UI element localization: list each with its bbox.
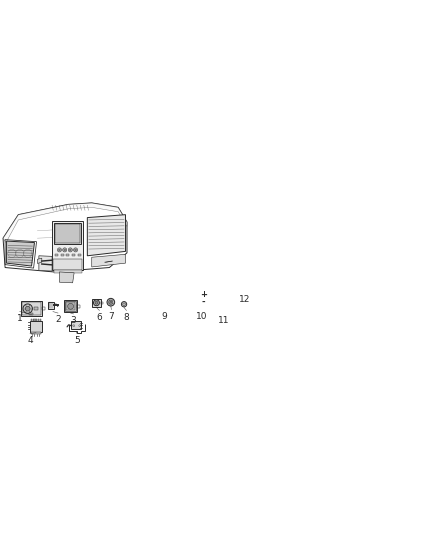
Circle shape <box>59 249 60 251</box>
Bar <box>212 287 215 294</box>
Polygon shape <box>53 270 82 273</box>
Bar <box>208 287 210 289</box>
Circle shape <box>110 301 112 303</box>
Circle shape <box>95 301 98 304</box>
Circle shape <box>63 248 67 252</box>
Bar <box>31 319 32 321</box>
Circle shape <box>23 304 32 313</box>
Bar <box>55 254 58 256</box>
Circle shape <box>157 295 164 302</box>
Text: 4: 4 <box>27 336 33 345</box>
Bar <box>201 299 206 304</box>
Polygon shape <box>92 254 126 267</box>
Circle shape <box>107 298 115 306</box>
Circle shape <box>154 292 167 305</box>
Bar <box>72 254 75 256</box>
Circle shape <box>159 297 162 300</box>
Bar <box>238 280 244 285</box>
Polygon shape <box>37 258 42 263</box>
Bar <box>31 332 41 334</box>
Bar <box>189 290 207 307</box>
Bar <box>71 321 81 329</box>
Text: 2: 2 <box>55 316 61 325</box>
Text: +: + <box>200 290 207 300</box>
Polygon shape <box>53 259 82 270</box>
Circle shape <box>74 248 78 252</box>
Text: 10: 10 <box>196 312 208 321</box>
Polygon shape <box>52 221 83 270</box>
Circle shape <box>109 300 113 304</box>
Text: 9: 9 <box>162 312 167 321</box>
Circle shape <box>25 306 30 311</box>
Bar <box>40 319 41 321</box>
Bar <box>226 287 229 289</box>
Bar <box>38 319 39 321</box>
Bar <box>29 313 33 316</box>
Polygon shape <box>60 272 74 283</box>
Polygon shape <box>7 241 35 266</box>
Circle shape <box>123 303 125 305</box>
Bar <box>152 284 169 310</box>
Bar <box>33 319 34 321</box>
Text: 6: 6 <box>96 313 102 322</box>
Bar <box>217 287 219 289</box>
Bar <box>230 287 234 294</box>
Circle shape <box>68 248 72 252</box>
Bar <box>30 321 42 332</box>
Text: 1: 1 <box>17 314 23 323</box>
Bar <box>21 301 42 316</box>
Bar <box>92 298 101 307</box>
Bar <box>22 302 41 316</box>
Bar <box>152 284 170 310</box>
Circle shape <box>193 296 198 301</box>
Circle shape <box>75 249 77 251</box>
Text: 8: 8 <box>124 313 129 322</box>
Circle shape <box>57 248 61 252</box>
Bar <box>201 292 206 297</box>
Polygon shape <box>55 224 80 243</box>
Bar <box>78 305 80 308</box>
Bar <box>206 286 235 295</box>
Circle shape <box>93 300 99 306</box>
Text: 7: 7 <box>109 312 114 321</box>
Bar <box>64 300 78 312</box>
Bar <box>34 307 38 310</box>
Circle shape <box>154 292 155 293</box>
Bar <box>65 301 76 311</box>
Circle shape <box>64 249 66 251</box>
Bar <box>212 287 215 289</box>
Bar <box>161 286 168 290</box>
Circle shape <box>69 249 71 251</box>
Polygon shape <box>54 223 81 244</box>
Text: 5: 5 <box>74 336 80 345</box>
Bar <box>66 302 75 310</box>
Bar <box>67 254 69 256</box>
Bar <box>42 307 45 310</box>
Bar <box>153 286 160 290</box>
Bar <box>221 287 225 294</box>
Text: -: - <box>201 297 205 306</box>
Bar <box>60 254 64 256</box>
Bar <box>78 254 81 256</box>
Polygon shape <box>3 203 127 243</box>
Circle shape <box>191 294 200 303</box>
Bar <box>48 302 54 309</box>
Polygon shape <box>87 215 126 256</box>
Circle shape <box>159 292 161 293</box>
Polygon shape <box>39 256 52 271</box>
Bar <box>36 319 37 321</box>
Circle shape <box>121 302 127 307</box>
Text: 3: 3 <box>71 316 76 325</box>
Bar <box>207 287 210 294</box>
Text: 11: 11 <box>218 316 230 325</box>
Circle shape <box>164 292 166 293</box>
Text: 12: 12 <box>239 295 251 304</box>
Bar <box>231 287 233 289</box>
Bar <box>216 287 220 294</box>
Circle shape <box>67 303 74 309</box>
Bar <box>101 302 103 304</box>
Bar <box>222 287 224 289</box>
Bar <box>226 287 229 294</box>
